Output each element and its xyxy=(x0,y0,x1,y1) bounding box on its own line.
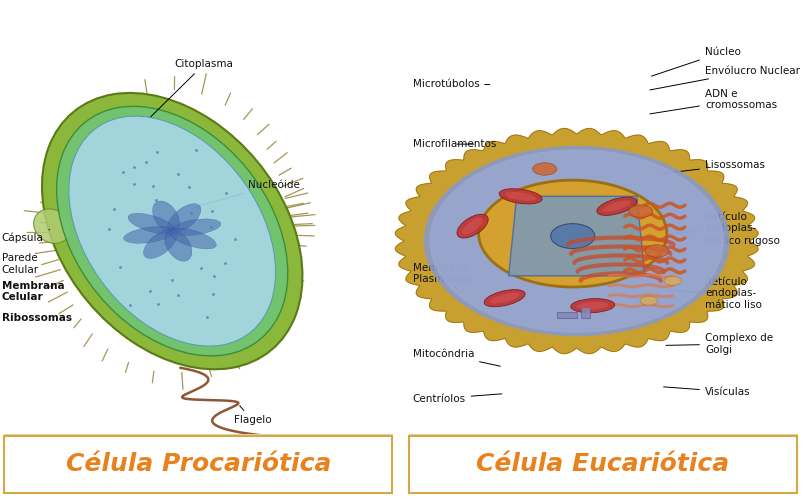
Ellipse shape xyxy=(170,219,221,236)
Ellipse shape xyxy=(551,224,594,248)
Text: Ribossomas: Ribossomas xyxy=(2,313,71,323)
Ellipse shape xyxy=(664,276,682,285)
Text: Citoplasma: Citoplasma xyxy=(150,59,234,117)
Text: Parede
Celular: Parede Celular xyxy=(2,253,38,275)
FancyBboxPatch shape xyxy=(4,436,392,493)
Ellipse shape xyxy=(165,230,192,261)
Ellipse shape xyxy=(479,180,666,287)
Text: Membrana
Plasmática: Membrana Plasmática xyxy=(413,262,469,288)
Text: Envólucro Nuclear: Envólucro Nuclear xyxy=(650,66,800,90)
Bar xyxy=(0,0,396,432)
Polygon shape xyxy=(430,150,723,332)
Ellipse shape xyxy=(69,116,276,346)
Ellipse shape xyxy=(34,209,70,244)
Bar xyxy=(581,307,590,318)
Ellipse shape xyxy=(462,218,483,235)
Text: Mitocôndria: Mitocôndria xyxy=(413,349,501,366)
FancyBboxPatch shape xyxy=(409,436,797,493)
Text: Membrana
Celular: Membrana Celular xyxy=(2,281,64,302)
Text: Retículo
endoplas-
mático rugoso: Retículo endoplas- mático rugoso xyxy=(669,212,779,246)
Ellipse shape xyxy=(505,192,536,201)
Text: Visículas: Visículas xyxy=(663,387,751,397)
Text: Centríolos: Centríolos xyxy=(413,394,502,404)
Ellipse shape xyxy=(533,163,557,175)
Ellipse shape xyxy=(167,204,201,233)
Ellipse shape xyxy=(602,200,631,212)
Text: Complexo de
Golgi: Complexo de Golgi xyxy=(666,333,773,355)
Bar xyxy=(405,0,801,432)
Ellipse shape xyxy=(484,290,525,307)
Ellipse shape xyxy=(597,197,637,215)
Ellipse shape xyxy=(629,205,653,218)
Text: Microtúbolos: Microtúbolos xyxy=(413,80,490,89)
Polygon shape xyxy=(425,147,729,335)
Text: Lisossomas: Lisossomas xyxy=(661,160,765,173)
Text: Cápsula: Cápsula xyxy=(2,230,50,243)
Ellipse shape xyxy=(645,245,669,257)
Ellipse shape xyxy=(143,230,177,258)
Text: ADN e
cromossomas: ADN e cromossomas xyxy=(650,88,777,114)
Text: Nucleóide: Nucleóide xyxy=(195,180,300,207)
Text: Núcleo: Núcleo xyxy=(651,47,741,76)
Ellipse shape xyxy=(571,299,614,313)
Ellipse shape xyxy=(42,93,303,369)
Ellipse shape xyxy=(640,296,658,305)
Polygon shape xyxy=(396,129,758,353)
Ellipse shape xyxy=(490,293,519,304)
Ellipse shape xyxy=(170,228,216,249)
Ellipse shape xyxy=(457,214,489,238)
Text: Flagelo: Flagelo xyxy=(234,406,271,425)
Text: Célula Eucariótica: Célula Eucariótica xyxy=(476,452,730,476)
Bar xyxy=(557,312,577,318)
Text: Microfilamentos: Microfilamentos xyxy=(413,139,496,149)
Text: Célula Procariótica: Célula Procariótica xyxy=(66,452,331,476)
Ellipse shape xyxy=(577,302,609,310)
Ellipse shape xyxy=(57,106,288,356)
Ellipse shape xyxy=(128,213,175,234)
Polygon shape xyxy=(509,196,645,276)
Text: Retículo
endoplas-
mático liso: Retículo endoplas- mático liso xyxy=(669,277,762,310)
Ellipse shape xyxy=(123,227,175,244)
Ellipse shape xyxy=(499,189,542,204)
Ellipse shape xyxy=(152,201,179,233)
